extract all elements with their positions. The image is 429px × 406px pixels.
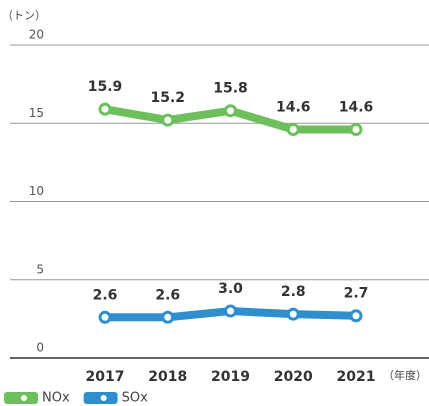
data-label: 2.6 bbox=[93, 287, 118, 303]
legend-label: SOx bbox=[122, 391, 148, 406]
point bbox=[349, 123, 363, 137]
data-label: 2.8 bbox=[281, 284, 306, 300]
legend-marker bbox=[98, 393, 109, 403]
point bbox=[224, 104, 237, 118]
data-label: 3.0 bbox=[218, 281, 243, 297]
point bbox=[161, 310, 175, 324]
data-label: 15.8 bbox=[213, 81, 248, 97]
x-axis-label: （年度） bbox=[383, 368, 427, 382]
legend-marker bbox=[19, 393, 29, 403]
data-label: 14.6 bbox=[276, 100, 311, 116]
data-label: 14.6 bbox=[339, 100, 374, 116]
data-label: 2.7 bbox=[344, 286, 369, 302]
point bbox=[161, 113, 175, 127]
x-tick-label: 2020 bbox=[274, 369, 313, 385]
x-tick-label: 2021 bbox=[337, 369, 376, 385]
legend-item: SOx bbox=[83, 391, 148, 406]
point bbox=[224, 304, 237, 318]
y-tick-label: 5 bbox=[36, 262, 44, 276]
data-label: 15.2 bbox=[150, 90, 185, 106]
legend-item: NOx bbox=[4, 391, 70, 406]
y-tick-label: 15 bbox=[29, 106, 44, 120]
point bbox=[98, 310, 112, 324]
legend-label: NOx bbox=[42, 391, 70, 406]
x-tick-label: 2019 bbox=[211, 369, 250, 385]
point bbox=[349, 309, 363, 323]
x-tick-label: 2017 bbox=[86, 369, 125, 385]
y-tick-label: 20 bbox=[29, 28, 44, 42]
y-tick-label: 10 bbox=[29, 184, 44, 198]
y-axis-label: （トン） bbox=[2, 9, 46, 22]
data-label: 2.6 bbox=[155, 287, 180, 303]
point bbox=[286, 307, 300, 321]
point bbox=[98, 102, 112, 116]
point bbox=[286, 123, 300, 137]
x-tick-label: 2018 bbox=[148, 369, 187, 385]
data-label: 15.9 bbox=[88, 79, 123, 95]
y-tick-label: 0 bbox=[36, 341, 44, 355]
